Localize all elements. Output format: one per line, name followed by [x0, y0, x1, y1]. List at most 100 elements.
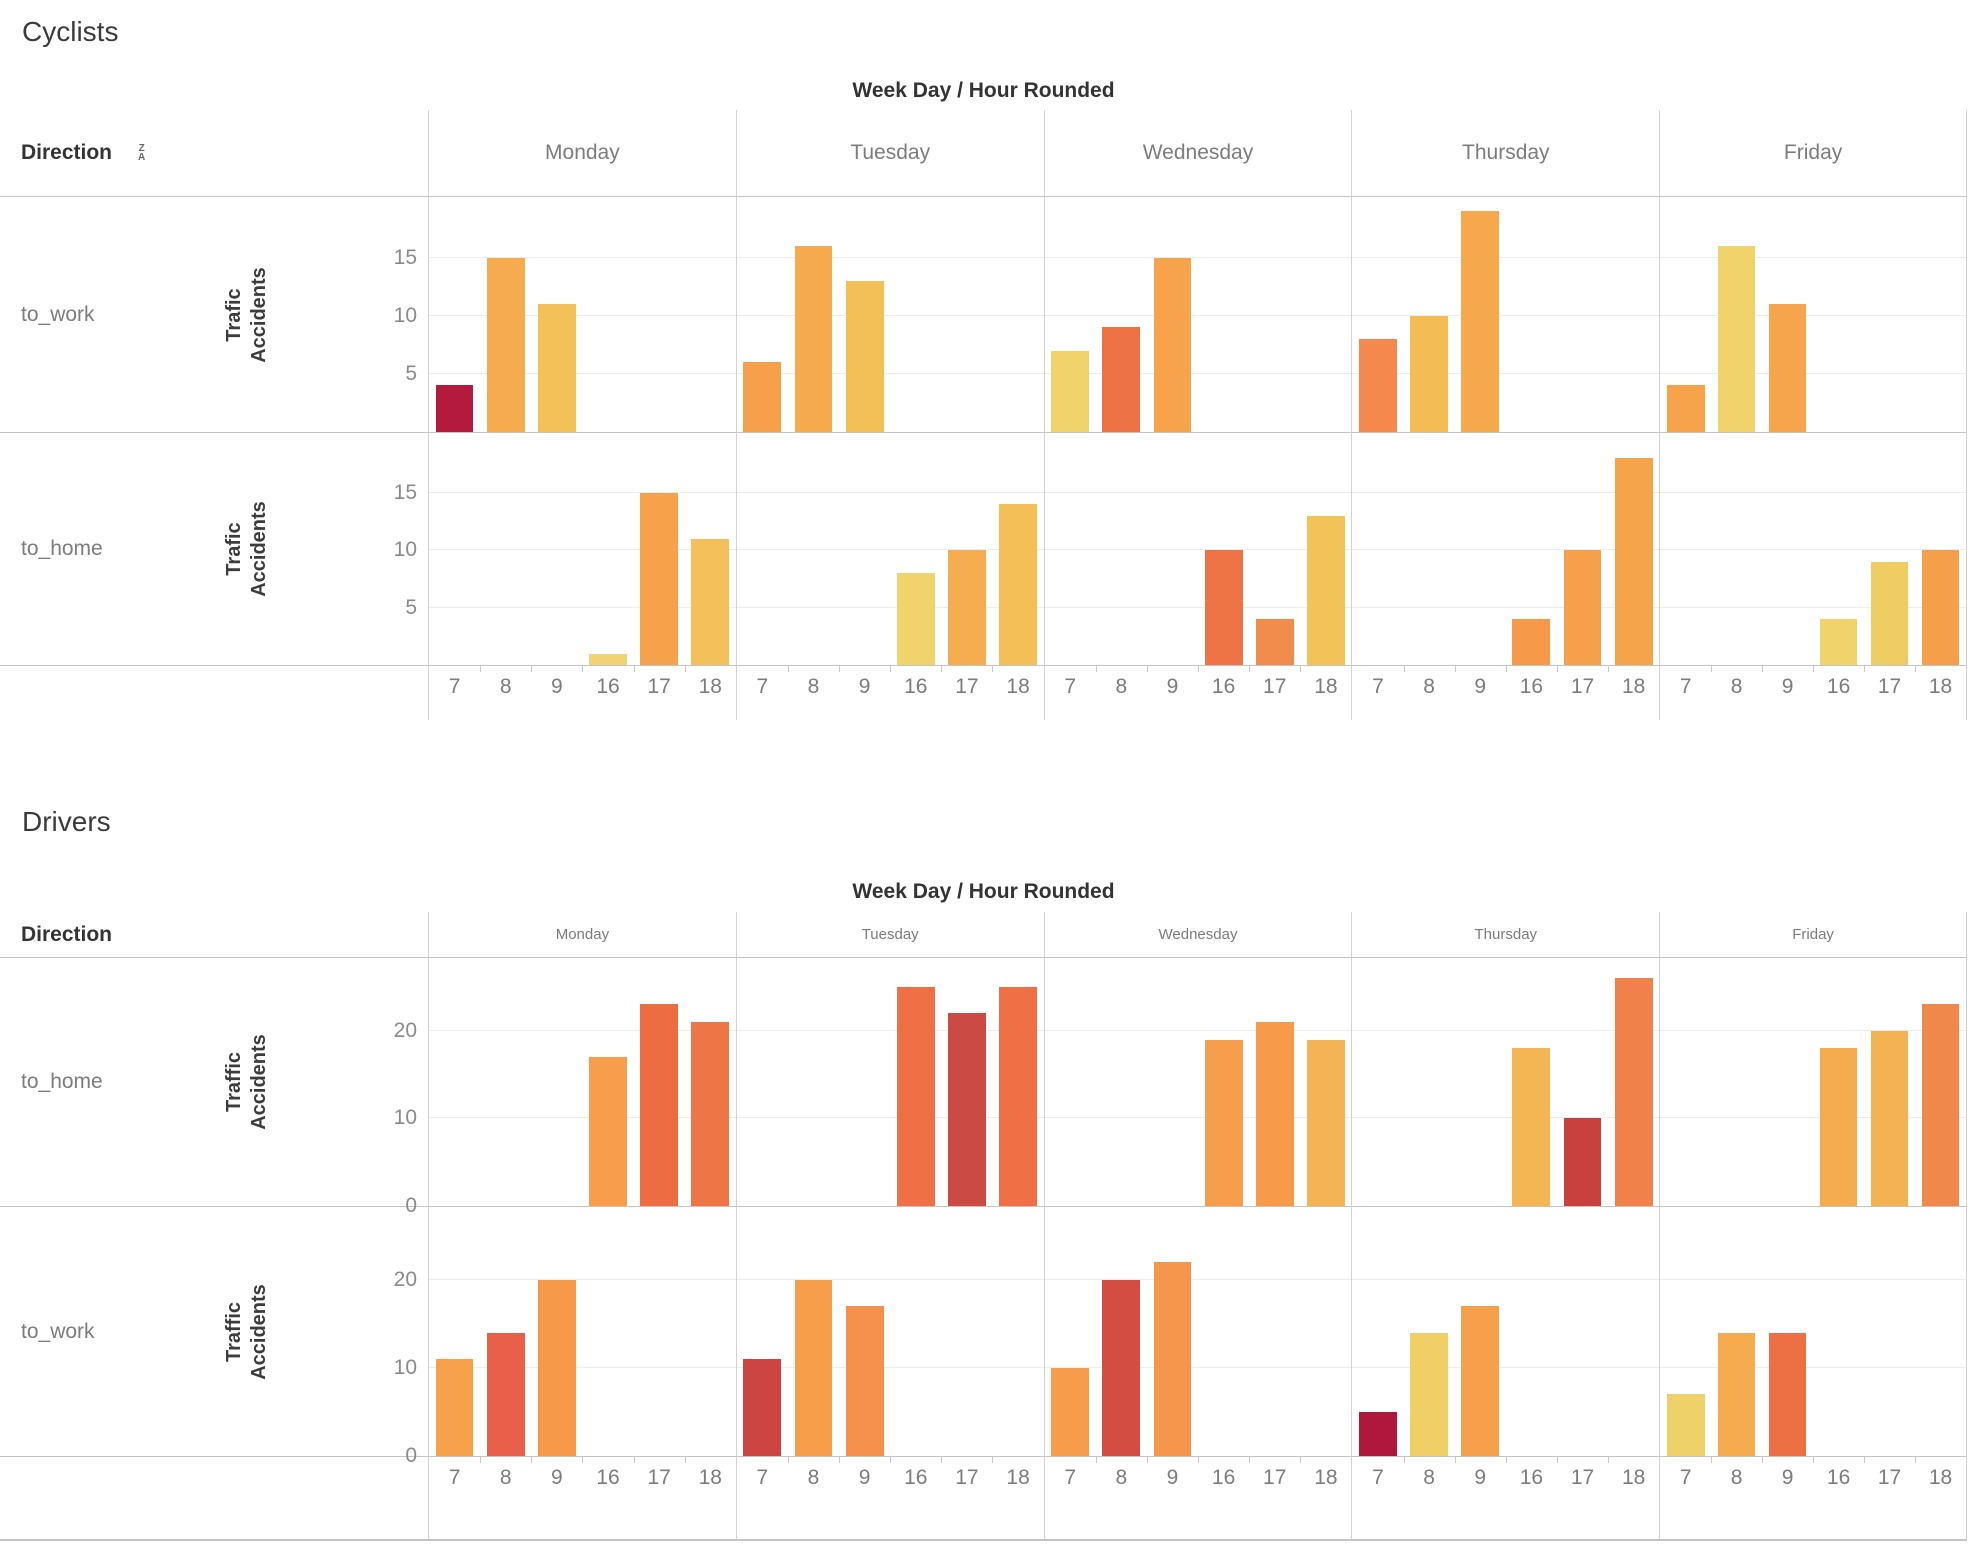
- chart-title-cyclists: Cyclists: [22, 16, 119, 47]
- bar-to_home-monday-17[interactable]: [640, 1004, 679, 1206]
- bar-to_home-thursday-17[interactable]: [1563, 1118, 1602, 1206]
- bar-to_work-wednesday-9[interactable]: [1153, 1262, 1192, 1456]
- bar-to_home-friday-16[interactable]: [1819, 1048, 1858, 1206]
- bar-to_work-wednesday-7[interactable]: [1051, 1368, 1090, 1456]
- bar-to_work-monday-8[interactable]: [486, 257, 525, 432]
- bar-to_home-thursday-18[interactable]: [1614, 458, 1653, 665]
- bar-to_work-tuesday-9[interactable]: [845, 1306, 884, 1456]
- bar-to_work-friday-7[interactable]: [1666, 1394, 1705, 1456]
- gridline: [1660, 1367, 1966, 1369]
- bar-to_work-tuesday-9[interactable]: [845, 280, 884, 432]
- x-tick-labels: 7 8 9 16 17 18: [1045, 666, 1352, 699]
- bar-to_home-wednesday-17[interactable]: [1255, 619, 1294, 665]
- bar-to_work-monday-8[interactable]: [486, 1332, 525, 1456]
- bar-to_home-monday-16[interactable]: [589, 653, 627, 665]
- bar-to_home-thursday-16[interactable]: [1512, 619, 1551, 665]
- panel-to_work-thursday: [1351, 1207, 1660, 1457]
- bar-to_work-monday-9[interactable]: [537, 1280, 576, 1456]
- bar-to_home-monday-18[interactable]: [691, 1021, 730, 1206]
- bar-to_work-thursday-8[interactable]: [1410, 1332, 1449, 1456]
- panel-to_work-thursday: [1351, 197, 1660, 433]
- bar-to_home-monday-16[interactable]: [589, 1057, 627, 1206]
- axis-tick: [1711, 666, 1713, 672]
- bar-to_work-wednesday-8[interactable]: [1102, 1280, 1141, 1456]
- bar-to_home-tuesday-17[interactable]: [948, 550, 986, 665]
- gridline: [429, 372, 736, 374]
- x-axis-friday: 7 8 9 16 17 18: [1659, 666, 1967, 720]
- x-tick-label-7: 7: [1679, 675, 1692, 698]
- x-tick-label-17: 17: [647, 1466, 671, 1489]
- bar-to_home-friday-16[interactable]: [1819, 619, 1858, 665]
- bar-to_work-tuesday-8[interactable]: [794, 1280, 833, 1456]
- bar-slot-hour-18: [685, 433, 736, 665]
- bar-to_work-friday-7[interactable]: [1666, 385, 1705, 432]
- bar-to_home-wednesday-18[interactable]: [1306, 1039, 1345, 1206]
- panel-to_home-wednesday: [1043, 958, 1352, 1207]
- direction-label: Direction: [21, 922, 113, 946]
- axis-tick: [1608, 666, 1610, 672]
- x-tick-label-8: 8: [1423, 1466, 1435, 1489]
- bar-to_work-monday-9[interactable]: [537, 304, 576, 432]
- bar-to_work-friday-9[interactable]: [1768, 1332, 1807, 1456]
- gridline: [736, 1117, 1044, 1119]
- bar-to_work-thursday-9[interactable]: [1461, 1306, 1500, 1456]
- bar-to_home-wednesday-18[interactable]: [1306, 515, 1345, 665]
- bar-to_work-friday-8[interactable]: [1717, 1332, 1756, 1456]
- bar-to_work-tuesday-7[interactable]: [743, 362, 782, 432]
- bar-to_home-wednesday-16[interactable]: [1204, 1039, 1243, 1206]
- axis-tick: [787, 1457, 789, 1463]
- bar-to_work-wednesday-9[interactable]: [1153, 257, 1192, 432]
- bar-to_home-thursday-17[interactable]: [1563, 550, 1602, 665]
- bar-to_home-friday-18[interactable]: [1921, 550, 1960, 665]
- bar-to_work-monday-7[interactable]: [435, 385, 474, 432]
- bar-to_home-tuesday-18[interactable]: [999, 986, 1037, 1206]
- x-tick-label-18: 18: [1928, 1466, 1953, 1489]
- bar-to_work-tuesday-8[interactable]: [794, 245, 833, 432]
- bar-to_home-tuesday-18[interactable]: [999, 504, 1037, 665]
- chart-title-drivers: Drivers: [22, 806, 111, 837]
- bar-to_home-wednesday-17[interactable]: [1255, 1021, 1294, 1206]
- bar-to_work-wednesday-8[interactable]: [1102, 327, 1141, 432]
- bar-to_work-thursday-7[interactable]: [1359, 338, 1397, 432]
- bar-slot-hour-16: [1198, 1207, 1249, 1456]
- bar-to_home-tuesday-17[interactable]: [948, 1013, 986, 1206]
- bar-to_home-monday-18[interactable]: [691, 538, 730, 665]
- x-tick-label-17: 17: [647, 675, 671, 698]
- bar-to_home-tuesday-16[interactable]: [896, 573, 935, 665]
- bar-to_work-friday-8[interactable]: [1717, 245, 1756, 432]
- bar-to_home-thursday-18[interactable]: [1614, 978, 1653, 1206]
- axis-tick: [1300, 666, 1302, 672]
- gridline: [736, 1029, 1044, 1031]
- x-tick-label-7: 7: [756, 675, 769, 698]
- x-tick-label-9: 9: [551, 675, 563, 698]
- bar-slot-hour-9: [1455, 197, 1506, 432]
- bar-to_work-monday-7[interactable]: [435, 1359, 474, 1456]
- axis-tick: [1864, 1457, 1866, 1463]
- direction-label: Direction: [21, 141, 113, 164]
- bar-slot-hour-7: [429, 1207, 480, 1456]
- bar-to_home-friday-17[interactable]: [1870, 561, 1909, 665]
- bar-to_home-friday-18[interactable]: [1921, 1004, 1960, 1206]
- x-axis-corner: [0, 666, 428, 720]
- bar-to_work-wednesday-7[interactable]: [1051, 350, 1090, 432]
- bar-to_work-thursday-8[interactable]: [1410, 315, 1449, 432]
- y-axis-title-line: Trafic: [223, 287, 245, 342]
- bar-to_work-tuesday-7[interactable]: [743, 1359, 782, 1456]
- bar-to_home-friday-17[interactable]: [1870, 1030, 1909, 1206]
- bar-to_home-monday-17[interactable]: [640, 492, 679, 665]
- bar-slot-hour-7: [737, 958, 788, 1206]
- bar-slot-hour-8: [480, 433, 531, 665]
- bar-slot-hour-7: [1045, 197, 1096, 432]
- bar-to_work-thursday-7[interactable]: [1359, 1412, 1397, 1456]
- bar-to_home-tuesday-16[interactable]: [896, 986, 935, 1206]
- bar-to_home-wednesday-16[interactable]: [1204, 550, 1243, 665]
- bar-slot-hour-18: [1915, 433, 1966, 665]
- x-tick-label-7: 7: [756, 1466, 769, 1489]
- bar-to_work-friday-9[interactable]: [1768, 304, 1807, 432]
- bar-slots: [1352, 433, 1659, 665]
- axis-tick: [992, 1457, 994, 1463]
- gridline: [1352, 1029, 1660, 1031]
- bar-to_work-thursday-9[interactable]: [1461, 210, 1500, 432]
- bar-to_home-thursday-16[interactable]: [1512, 1048, 1551, 1206]
